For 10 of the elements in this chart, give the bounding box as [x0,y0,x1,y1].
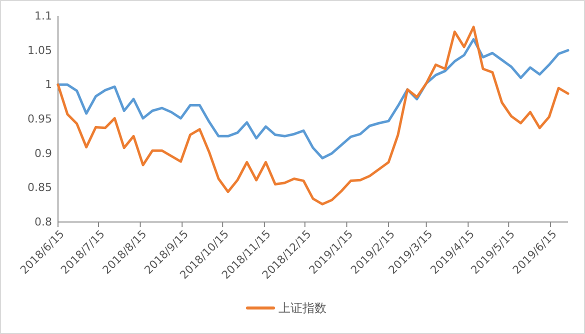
y-tick-label: 1.1 [34,10,52,22]
line-series [56,38,570,160]
legend-label: 上证指数 [278,301,326,316]
y-tick-label: 0.8 [34,216,52,228]
y-tick-label: 1 [45,78,52,92]
y-tick-label: 1.05 [28,44,52,57]
y-tick-label: 0.95 [28,112,52,126]
y-tick-label: 0.9 [34,146,52,160]
y-tick-label: 0.85 [28,181,52,194]
line-series [56,26,570,206]
